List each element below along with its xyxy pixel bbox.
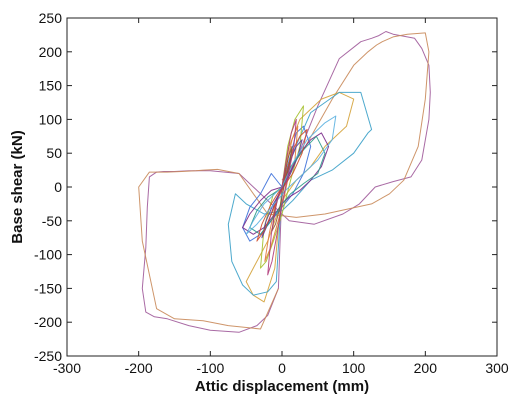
y-tick-label: 50 bbox=[46, 145, 62, 161]
x-axis-label: Attic displacement (mm) bbox=[195, 378, 369, 395]
series-line-10 bbox=[249, 135, 326, 235]
y-tick-label: -100 bbox=[34, 247, 62, 263]
series-layer bbox=[138, 31, 431, 333]
x-tick-label: -200 bbox=[125, 360, 153, 376]
series-line-13 bbox=[245, 115, 337, 235]
x-tick-label: -300 bbox=[53, 360, 81, 376]
series-line-7 bbox=[264, 125, 299, 262]
x-tick-label: 300 bbox=[485, 360, 509, 376]
x-axis-ticks: -300 -200 -100 0 100 200 300 bbox=[53, 18, 509, 376]
x-tick-label: 200 bbox=[414, 360, 438, 376]
y-tick-label: 100 bbox=[39, 111, 63, 127]
y-tick-label: 250 bbox=[39, 10, 63, 26]
series-line-14 bbox=[267, 118, 297, 276]
y-tick-label: -50 bbox=[42, 213, 62, 229]
series-line-11 bbox=[256, 129, 308, 242]
x-tick-label: 0 bbox=[278, 360, 286, 376]
y-tick-label: -150 bbox=[34, 280, 62, 296]
y-tick-label: 0 bbox=[54, 179, 62, 195]
y-axis-ticks: -250 -200 -150 -100 -50 0 50 100 150 200 250 bbox=[34, 10, 497, 364]
series-line-4 bbox=[227, 91, 373, 296]
series-line-5 bbox=[242, 125, 312, 242]
y-tick-label: -250 bbox=[34, 348, 62, 364]
y-tick-label: -200 bbox=[34, 314, 62, 330]
series-line-3 bbox=[245, 91, 355, 303]
x-tick-label: 100 bbox=[342, 360, 366, 376]
series-line-9 bbox=[261, 139, 303, 239]
series-line-2 bbox=[138, 32, 430, 330]
series-line-1 bbox=[141, 31, 431, 333]
x-tick-label: -100 bbox=[196, 360, 224, 376]
y-tick-label: 200 bbox=[39, 44, 63, 60]
y-axis-label: Base shear (kN) bbox=[9, 130, 26, 243]
series-line-8 bbox=[242, 132, 330, 235]
y-tick-label: 150 bbox=[39, 78, 63, 94]
